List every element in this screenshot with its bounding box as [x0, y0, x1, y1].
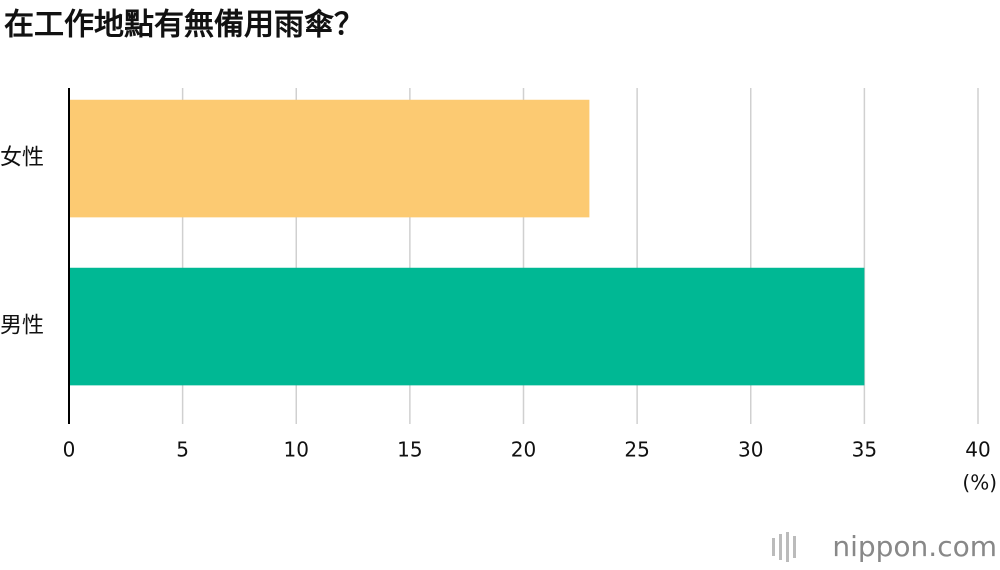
- logo: [772, 532, 796, 562]
- chart-title: 在工作地點有無備用雨傘？: [4, 8, 364, 43]
- x-tick-label: 15: [397, 438, 422, 462]
- logo-mark: [772, 538, 775, 556]
- x-tick-label: 40: [965, 438, 990, 462]
- x-tick-label: 5: [176, 438, 189, 462]
- logo-mark: [779, 534, 782, 560]
- bar: [69, 267, 865, 386]
- y-tick-label: 女性: [0, 146, 44, 171]
- y-tick-label: 男性: [0, 314, 44, 339]
- x-tick-label: 0: [63, 438, 76, 462]
- x-unit: (%): [962, 471, 997, 495]
- x-tick-label: 35: [852, 438, 877, 462]
- logo-mark: [786, 532, 789, 562]
- bar: [69, 99, 590, 218]
- x-tick-label: 10: [284, 438, 309, 462]
- logo-mark: [793, 536, 796, 558]
- x-tick-label: 25: [624, 438, 649, 462]
- x-tick-label: 20: [511, 438, 536, 462]
- x-tick-label: 30: [738, 438, 763, 462]
- source-logo: nippon.com: [832, 530, 997, 563]
